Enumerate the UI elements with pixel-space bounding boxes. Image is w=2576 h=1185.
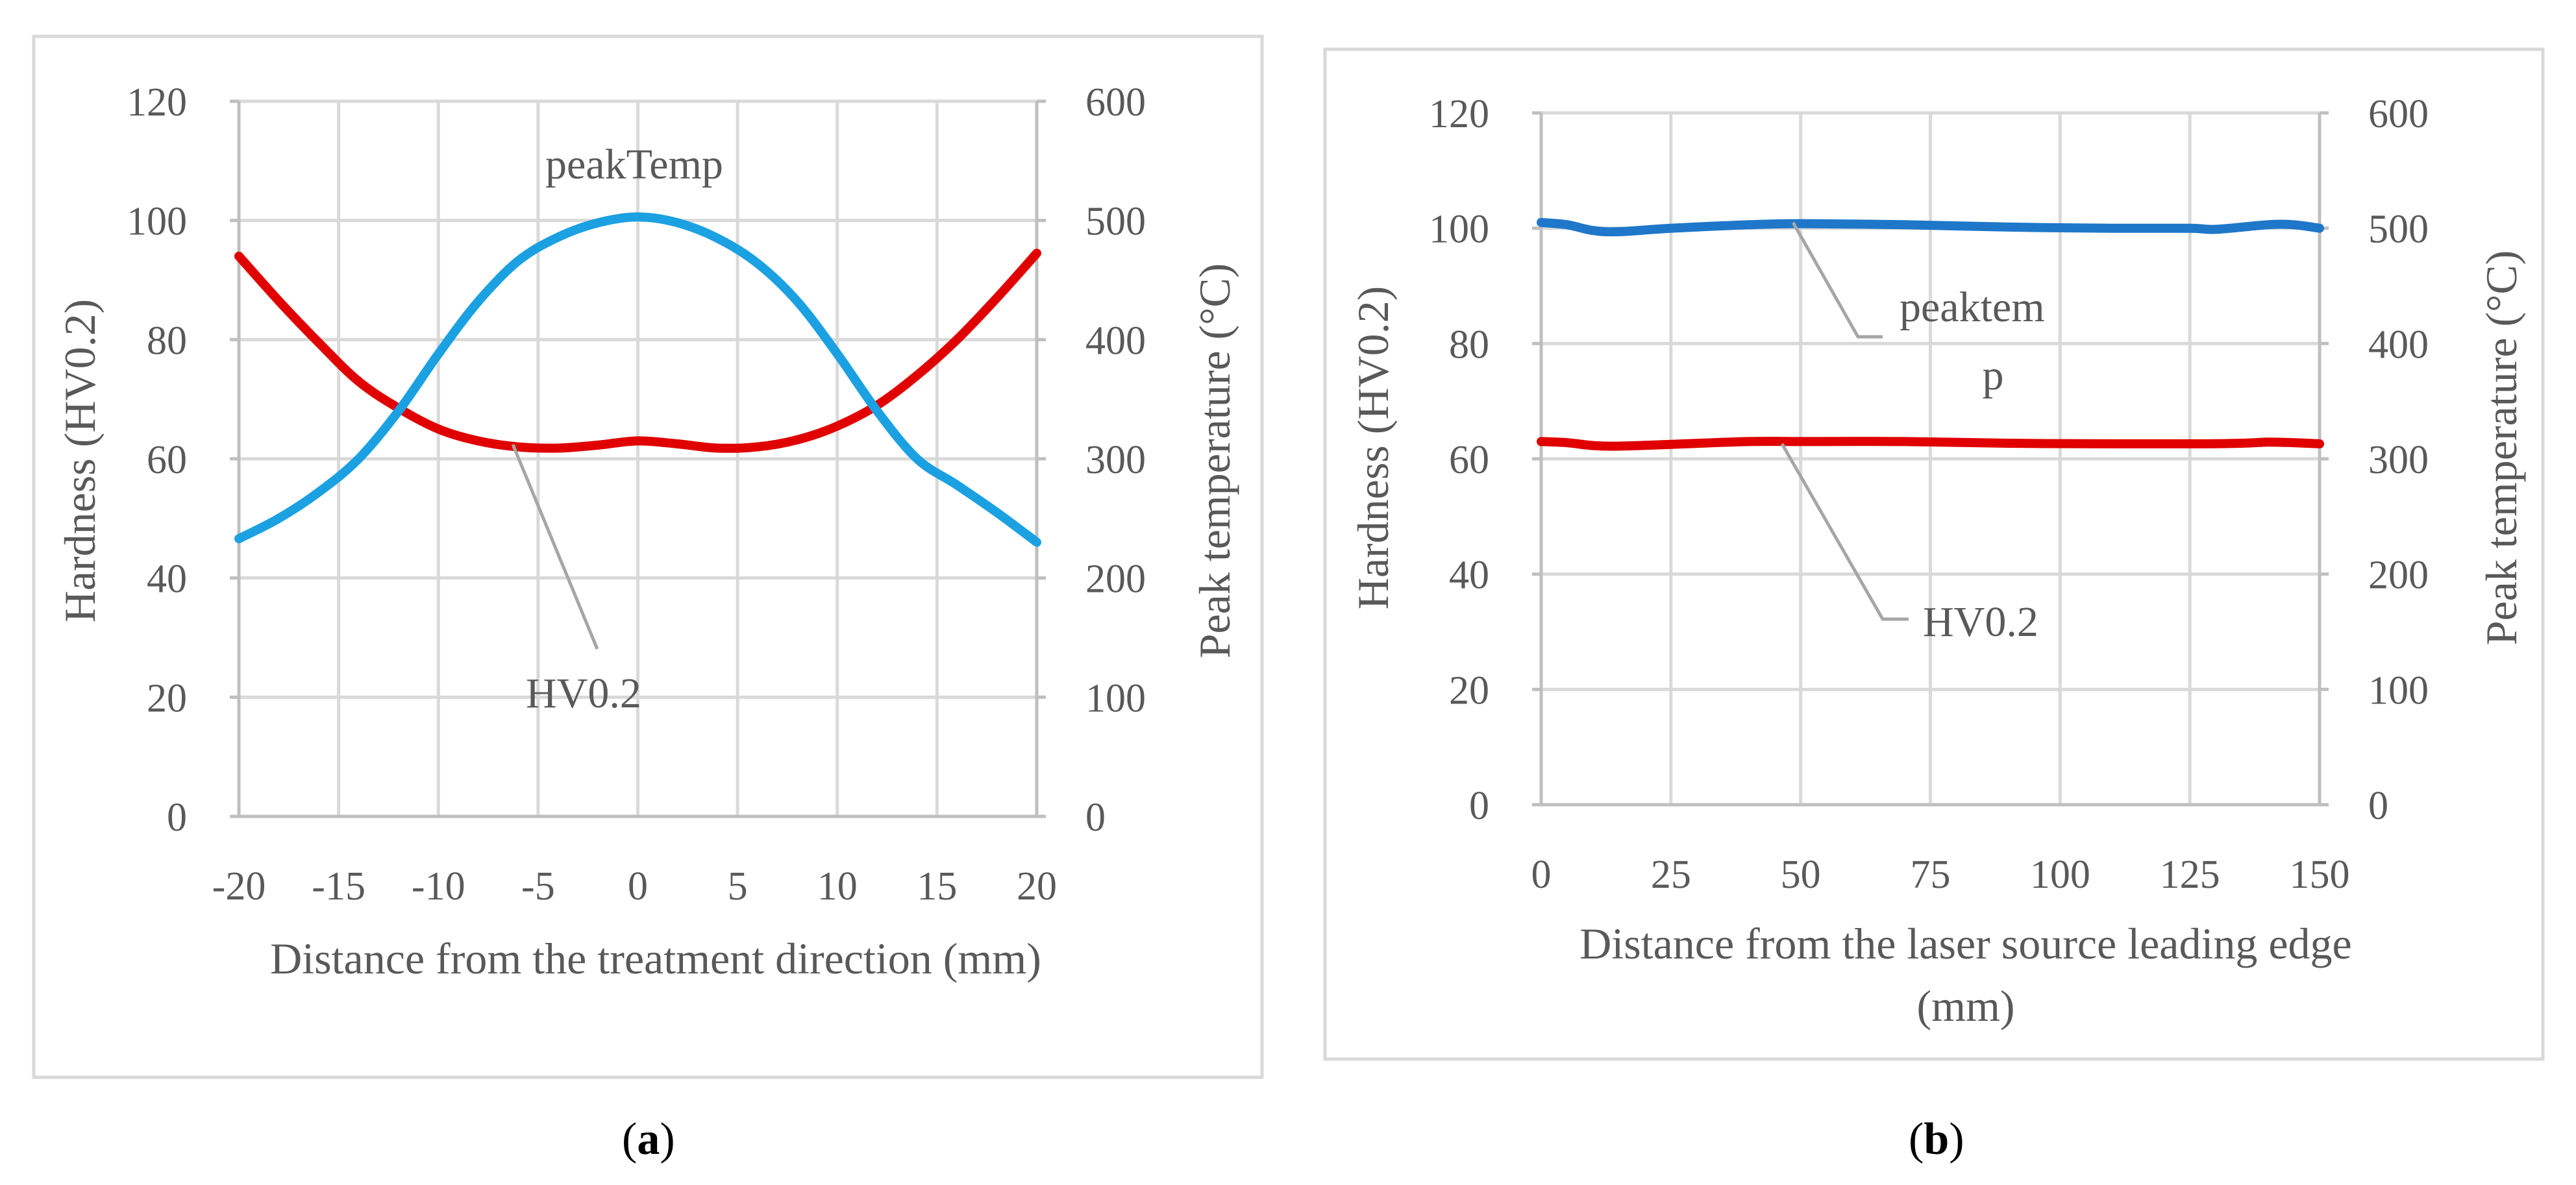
panel-a-axes [230,99,1046,818]
panel-a-series-peaktemp-line [234,212,1041,547]
panel-b: 0 20 40 60 80 100 120 0 100 200 300 400 500 600 0 25 50 7… [1323,47,2545,1164]
panel-b-xtick-label: 50 [1781,853,1821,897]
panel-a-xtick-label: 15 [917,864,957,909]
panel-b-xtick-label: 25 [1651,853,1691,897]
panel-a-ytick-label: 100 [127,200,187,244]
panel-a-xtick-label: 20 [1017,864,1057,909]
panel-b-series [1537,217,2324,451]
panel-b-y2tick-label: 400 [2368,323,2429,367]
panel-a-y2tick-label: 100 [1085,676,1146,720]
panel-b-ytick-label: 80 [1449,323,1489,367]
panel-a-y2tick-label: 400 [1085,319,1146,363]
panel-b-y2tick-label: 200 [2368,554,2429,598]
panel-b-xtick-label: 125 [2160,853,2220,897]
panel-b-x-axis-title-line-1: Distance from the laser source leading e… [1579,919,2352,968]
panel-b-y2tick-label: 500 [2368,208,2429,252]
panel-b-caption-letter: b [1924,1114,1949,1164]
panel-b-ytick-label: 0 [1469,784,1489,828]
panel-b-peaktemp-leader-line [1791,221,1883,339]
panel-a-series [234,212,1041,547]
panel-b-y2tick-label: 100 [2368,668,2429,713]
panel-a-xtick-label: -10 [412,864,465,909]
panel-a-x-axis-title: Distance from the treatment direction (m… [270,934,1041,983]
panel-b-xtick-label: 0 [1531,853,1552,897]
panel-b-ytick-label: 120 [1429,92,1489,136]
panel-b-ytick-label: 100 [1429,208,1489,252]
panel-a-ytick-label: 20 [147,676,187,720]
panel-a-y2tick-label: 0 [1085,796,1106,840]
panel-a-series-hv0-2-line [234,249,1041,453]
panel-b-hv-leader-line [1780,443,1909,621]
panel-a-ytick-label: 80 [147,319,187,363]
panel-b-ytick-label: 20 [1449,668,1489,713]
panel-a-y2tick-label: 500 [1085,200,1146,244]
panel-b-frame [1323,47,2545,1061]
panel-b-ytick-label: 40 [1449,554,1489,598]
panel-b-x-axis-title-line-2: (mm) [1916,981,2014,1031]
panel-b-y2tick-label: 600 [2368,92,2429,136]
panel-a-hv-leader-line [511,444,599,650]
panel-a-xtick-label: -20 [212,864,266,909]
panel-a-ytick-label: 40 [147,557,187,602]
panel-a-y2tick-label: 600 [1085,80,1146,125]
panel-b-caption: (b) [1909,1114,1964,1164]
panel-a-xtick-label: 10 [817,864,858,909]
panel-a-ytick-label: 60 [147,438,187,482]
panel-b-series-peaktemp-line [1537,217,2324,237]
panel-a-hv-label: HV0.2 [526,670,641,717]
panel-a-ytick-label: 120 [127,80,187,125]
panel-a-y2-axis-title: Peak temperature (°C) [1190,263,1239,659]
panel-b-xtick-label: 100 [2030,853,2090,897]
panel-b-ytick-label: 60 [1449,438,1489,482]
panel-a-y2tick-label: 300 [1085,438,1146,482]
panel-a-caption: (a) [622,1114,675,1164]
panel-b-xtick-label: 150 [2290,853,2350,897]
panel-a-caption-letter: a [637,1114,660,1164]
panel-b-tick-labels: 0 20 40 60 80 100 120 0 100 200 300 400 500 600 0 25 50 7… [1429,92,2429,897]
panel-a-y2tick-label: 200 [1085,557,1146,602]
panel-b-y-axis-title: Hardness (HV0.2) [1348,286,1398,610]
panel-b-xtick-label: 75 [1911,853,1951,897]
panel-a-xtick-label: 5 [728,864,748,909]
panel-b-peaktemp-label-line-1: peaktem [1900,284,2045,331]
panel-b-axes [1532,111,2329,807]
panel-a-xtick-label: -15 [312,864,365,909]
panel-a-peaktemp-label: peakTemp [545,141,723,188]
panel-b-y2tick-label: 0 [2368,784,2388,828]
panel-a-y-axis-title: Hardness (HV0.2) [55,299,105,623]
panel-a-xtick-label: -5 [521,864,555,909]
panel-b-peaktemp-label-line-2: p [1983,352,2004,399]
panel-a-xtick-label: 0 [628,864,648,909]
panel-a-frame [32,34,1264,1079]
panel-b-hv-label: HV0.2 [1923,598,2038,646]
panel-b-y2tick-label: 300 [2368,438,2429,482]
panel-a-ytick-label: 0 [167,796,187,840]
panel-b-series-hv0-2-line [1537,437,2324,451]
panel-b-y2-axis-title: Peak temperature (°C) [2477,250,2526,646]
